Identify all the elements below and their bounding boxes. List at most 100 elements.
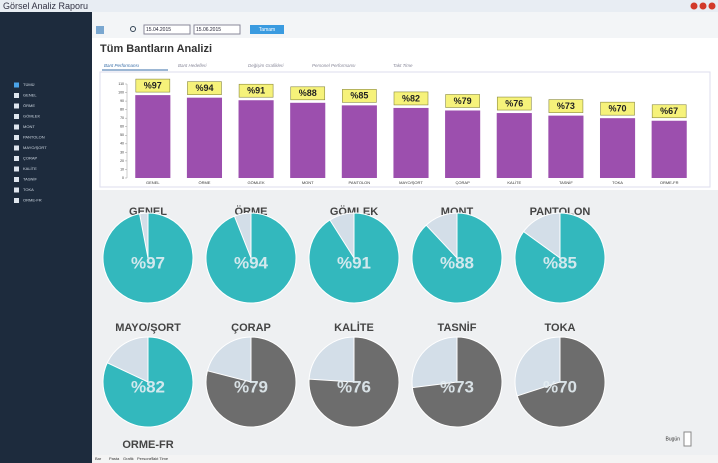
bar — [135, 95, 171, 178]
sidebar-item[interactable]: GENEL — [23, 93, 37, 98]
pie-label: %76 — [337, 377, 371, 396]
value-label: %70 — [609, 104, 627, 114]
x-tick-label: KALİTE — [507, 180, 521, 185]
value-label: %76 — [505, 98, 523, 108]
y-tick-label: 30 — [120, 150, 124, 154]
sidebar-icon — [14, 166, 19, 172]
sidebar-item[interactable]: GÖMLEK — [23, 114, 40, 119]
pie-label: %94 — [234, 253, 269, 272]
tab[interactable]: Personel Performansı — [312, 63, 356, 68]
y-tick-label: 80 — [120, 108, 124, 112]
pie-label: %70 — [543, 377, 577, 396]
window-button[interactable] — [690, 2, 698, 10]
value-label: %94 — [195, 83, 213, 93]
y-tick-label: 0 — [122, 176, 124, 180]
pie-label: %97 — [131, 253, 165, 272]
ok-button[interactable] — [250, 25, 284, 34]
pie-slice — [516, 336, 606, 428]
pie-title: MAYO/ŞORT — [115, 322, 181, 334]
sidebar-icon — [14, 187, 19, 193]
y-tick-label: 20 — [120, 159, 124, 163]
date-control: Bugün — [666, 436, 681, 442]
pie-slice — [102, 336, 194, 428]
tab[interactable]: Takt Time — [393, 63, 413, 68]
window-button[interactable] — [708, 2, 716, 10]
bar — [548, 115, 584, 178]
sidebar-icon — [14, 93, 19, 98]
x-tick-label: MONT — [302, 180, 314, 185]
y-tick-label: 110 — [118, 82, 124, 86]
tab[interactable]: Değişim Grafikleri — [248, 63, 285, 68]
value-label: %79 — [454, 96, 472, 106]
pie-label: %91 — [337, 253, 371, 272]
x-tick-label: GENEL — [146, 180, 160, 185]
sidebar-item[interactable]: KALİTE — [23, 166, 37, 171]
sidebar-icon — [14, 124, 19, 130]
bottom-bar — [92, 455, 718, 463]
sidebar-icon — [14, 156, 19, 161]
x-tick-label: ÖRME — [198, 180, 210, 185]
pie-label: %85 — [543, 253, 577, 272]
x-tick-label: ÇORAP — [456, 180, 471, 185]
pie-title: KALİTE — [334, 321, 374, 334]
sidebar-item[interactable]: ÖRME — [23, 103, 35, 108]
sidebar-item[interactable]: TÜMÜ — [23, 82, 35, 87]
sidebar-item[interactable]: MAYO/ŞORT — [23, 145, 47, 150]
sidebar-item[interactable]: MONT — [23, 124, 35, 129]
value-label-box — [342, 89, 377, 103]
bottom-tab[interactable]: Pasta — [109, 456, 120, 461]
value-label-box — [238, 83, 274, 98]
heading: Tüm Bantların Analizi — [100, 43, 212, 55]
sidebar-item[interactable]: TASNİF — [23, 177, 37, 182]
ok-button-text: Tamam — [259, 27, 275, 33]
sidebar-item[interactable]: PANTOLON — [23, 135, 45, 140]
date-to[interactable] — [193, 24, 241, 35]
sidebar-icon — [14, 177, 19, 182]
value-label: %91 — [247, 86, 265, 96]
pie-slice — [205, 336, 297, 428]
pie-label: %73 — [440, 377, 474, 396]
spinner[interactable] — [683, 431, 692, 447]
pie-title: PANTOLON — [530, 206, 591, 218]
bottom-tab[interactable]: Bar — [95, 456, 102, 461]
date-from[interactable] — [143, 24, 191, 35]
tab[interactable]: Bant Hedefleri — [178, 63, 208, 68]
toolbar-icon[interactable] — [96, 26, 104, 34]
pie-slice — [411, 212, 503, 304]
bottom-tab[interactable]: Personel — [137, 456, 153, 461]
pie-slice — [102, 212, 194, 304]
bar — [393, 107, 429, 178]
search-icon[interactable] — [130, 26, 136, 32]
value-label-box — [651, 104, 687, 119]
value-label-box — [393, 91, 429, 106]
sidebar-item[interactable]: TOKA — [23, 187, 34, 192]
sidebar — [0, 12, 92, 463]
sidebar-item[interactable]: ORME-FR — [23, 198, 42, 203]
date-from-text: 15.04.2015 — [146, 27, 171, 33]
window-button[interactable] — [699, 2, 707, 10]
bar — [651, 120, 687, 178]
value-label-box — [135, 78, 171, 93]
y-tick-label: 60 — [120, 125, 124, 129]
x-tick-label: ORME-FR — [660, 180, 679, 185]
tab[interactable]: Bant Performansı — [104, 63, 140, 68]
bottom-tab[interactable]: Takt Time — [151, 456, 169, 461]
y-tick-label: 90 — [120, 99, 124, 103]
bottom-tab[interactable]: Grafik — [123, 456, 134, 461]
pie-slice — [205, 212, 297, 304]
x-tick-label: GÖMLEK — [248, 180, 265, 185]
value-label-box — [445, 94, 480, 108]
pie-label: %88 — [440, 253, 474, 272]
value-label-box — [290, 86, 326, 101]
sidebar-item[interactable]: ÇORAP — [23, 156, 38, 161]
date-to-text: 15.06.2015 — [196, 27, 221, 33]
y-tick-label: 10 — [120, 167, 124, 171]
pie-slice — [411, 336, 503, 428]
bar — [341, 105, 377, 178]
pie-title: TASNİF — [438, 321, 477, 334]
value-label-box — [496, 96, 532, 111]
bar — [186, 97, 223, 178]
value-label-box — [548, 99, 584, 113]
y-tick-label: 40 — [120, 142, 124, 146]
